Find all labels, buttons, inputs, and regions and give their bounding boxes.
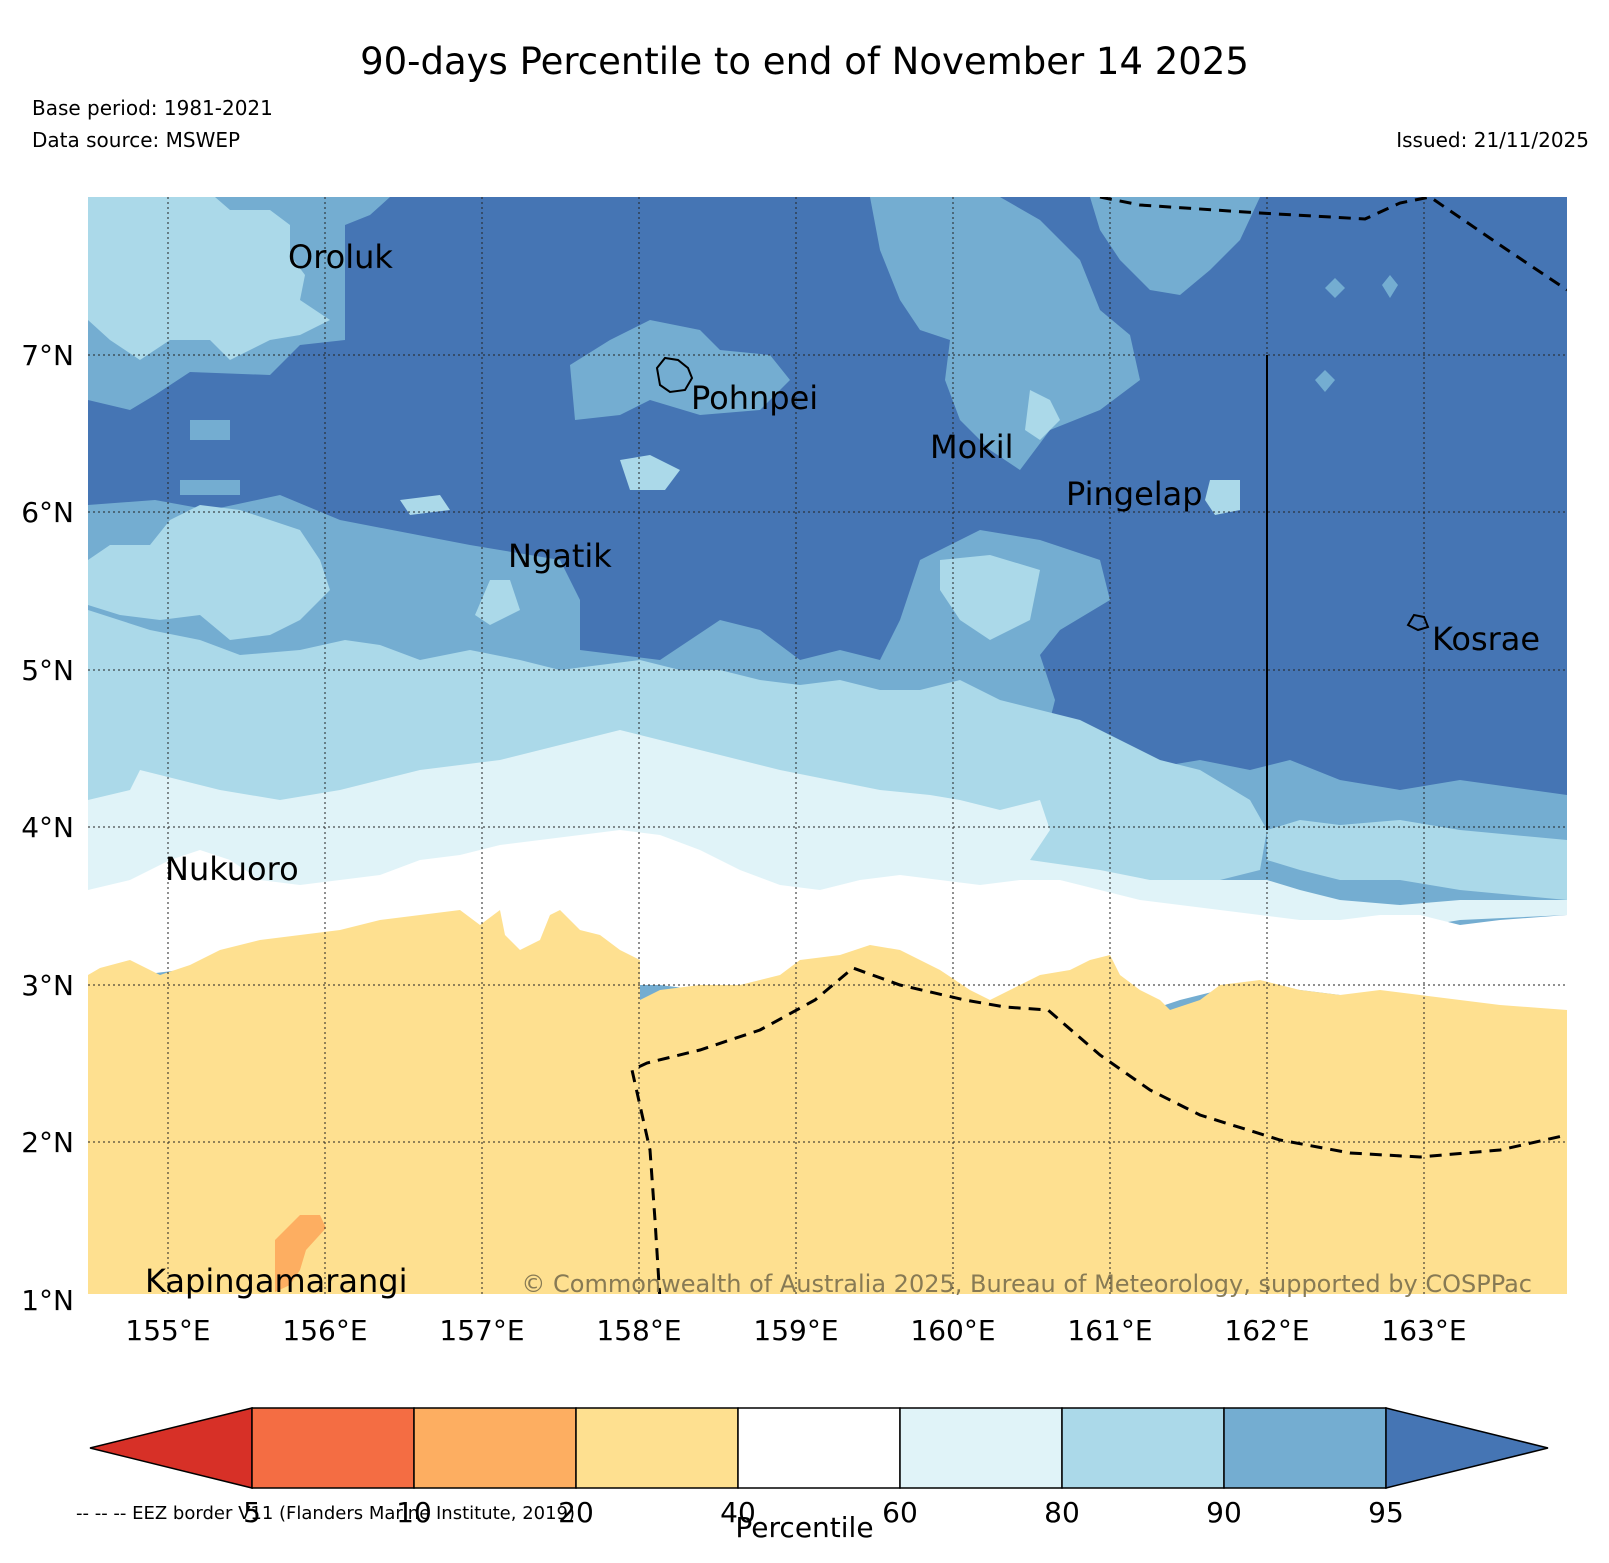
data-source-text: Data source: MSWEP xyxy=(32,128,241,152)
kosrae-island-outline xyxy=(1406,613,1430,632)
colorbar xyxy=(89,1407,1549,1489)
map-plot-area xyxy=(88,197,1567,1294)
colorbar-segment-40-60 xyxy=(737,1407,901,1489)
colorbar-segment-20-40 xyxy=(575,1407,739,1489)
colorbar-tick-label: 60 xyxy=(882,1496,918,1529)
y-tick-label: 1°N xyxy=(21,1284,74,1317)
colorbar-tick-label: 40 xyxy=(720,1496,756,1529)
x-tick-label: 158°E xyxy=(596,1314,681,1347)
place-label-kosrae: Kosrae xyxy=(1432,620,1540,658)
colorbar-segment-5-10 xyxy=(251,1407,415,1489)
x-tick-label: 157°E xyxy=(439,1314,524,1347)
colorbar-tick-label: 10 xyxy=(396,1496,432,1529)
x-tick-label: 156°E xyxy=(282,1314,367,1347)
colorbar-segment-90-95 xyxy=(1223,1407,1387,1489)
x-tick-label: 163°E xyxy=(1381,1314,1466,1347)
x-tick-label: 159°E xyxy=(753,1314,838,1347)
colorbar-tick-label: 95 xyxy=(1368,1496,1404,1529)
colorbar-tick-label: 90 xyxy=(1206,1496,1242,1529)
place-label-nukuoro: Nukuoro xyxy=(165,850,299,888)
x-tick-label: 162°E xyxy=(1224,1314,1309,1347)
y-tick-label: 2°N xyxy=(21,1126,74,1159)
pohnpei-island-outline xyxy=(655,356,694,394)
graticule xyxy=(88,197,1567,1294)
y-tick-label: 6°N xyxy=(21,496,74,529)
x-tick-label: 160°E xyxy=(910,1314,995,1347)
x-tick-label: 161°E xyxy=(1067,1314,1152,1347)
eez-border xyxy=(630,197,1567,1294)
colorbar-segment-above-95 xyxy=(1385,1407,1549,1489)
place-label-oroluk: Oroluk xyxy=(288,238,393,276)
copyright-text: © Commonwealth of Australia 2025, Bureau… xyxy=(521,1270,1532,1298)
y-tick-label: 3°N xyxy=(21,969,74,1002)
zone-80-90 xyxy=(88,197,1567,935)
base-period-text: Base period: 1981-2021 xyxy=(32,96,273,120)
colorbar-segment-80-90 xyxy=(1061,1407,1225,1489)
y-tick-label: 7°N xyxy=(21,339,74,372)
place-label-kapingamarangi: Kapingamarangi xyxy=(145,1262,407,1300)
y-tick-label: 4°N xyxy=(21,811,74,844)
colorbar-segment-below-5 xyxy=(89,1407,253,1489)
zone-10-20 xyxy=(275,1215,326,1292)
place-label-pohnpei: Pohnpei xyxy=(691,379,818,417)
place-label-ngatik: Ngatik xyxy=(508,537,612,575)
colorbar-segment-60-80 xyxy=(899,1407,1063,1489)
colorbar-tick-label: 20 xyxy=(558,1496,594,1529)
zone-20-40 xyxy=(88,910,1567,1294)
issued-date-text: Issued: 21/11/2025 xyxy=(1396,128,1589,152)
colorbar-label: Percentile xyxy=(735,1511,874,1544)
x-tick-label: 155°E xyxy=(125,1314,210,1347)
y-tick-label: 5°N xyxy=(21,654,74,687)
colorbar-tick-label: 80 xyxy=(1044,1496,1080,1529)
place-label-pingelap: Pingelap xyxy=(1066,475,1203,513)
colorbar-tick-label: 5 xyxy=(243,1496,261,1529)
eez-border-note: -- -- -- EEZ border V11 (Flanders Marine… xyxy=(76,1503,576,1524)
place-label-mokil: Mokil xyxy=(930,428,1014,466)
zone-40-60 xyxy=(88,830,1567,1055)
colorbar-segment-10-20 xyxy=(413,1407,577,1489)
map-title: 90-days Percentile to end of November 14… xyxy=(360,40,1249,83)
